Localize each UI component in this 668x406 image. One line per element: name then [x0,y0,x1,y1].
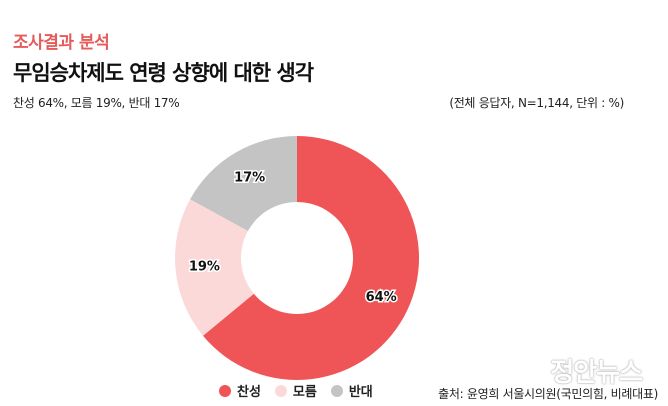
slice-label-oppose: 17% [234,170,265,185]
legend-label-unknown: 모름 [293,381,317,400]
legend-item-unknown: 모름 [275,381,317,400]
legend-item-oppose: 반대 [331,381,373,400]
legend-label-oppose: 반대 [349,381,373,400]
legend-item-approve: 찬성 [219,381,261,400]
legend-label-approve: 찬성 [237,381,261,400]
watermark-logo: 정안뉴스 [550,352,642,389]
slice-label-approve: 64% [366,290,397,305]
legend-swatch-oppose [331,385,343,397]
legend-swatch-unknown [275,385,287,397]
legend-swatch-approve [219,385,231,397]
slice-label-unknown: 19% [189,259,220,274]
chart-legend: 찬성 모름 반대 [219,381,373,400]
